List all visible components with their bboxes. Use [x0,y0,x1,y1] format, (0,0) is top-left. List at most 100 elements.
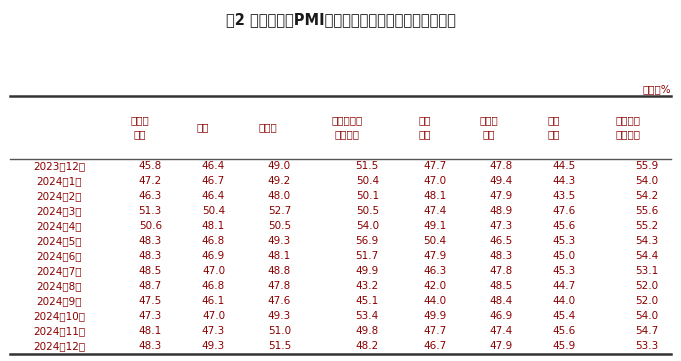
Text: 2024年8月: 2024年8月 [37,281,82,291]
Text: 47.7: 47.7 [423,161,446,171]
Text: 48.1: 48.1 [139,326,162,336]
Text: 51.7: 51.7 [355,251,379,261]
Text: 48.5: 48.5 [139,266,162,276]
Text: 47.3: 47.3 [139,311,162,321]
Text: 44.0: 44.0 [424,296,446,306]
Text: 52.0: 52.0 [635,296,658,306]
Text: 采购量: 采购量 [258,122,277,132]
Text: 48.9: 48.9 [489,206,512,216]
Text: 2024年12月: 2024年12月 [33,341,85,351]
Text: 2024年11月: 2024年11月 [33,326,85,336]
Text: 50.5: 50.5 [268,221,291,231]
Text: 55.6: 55.6 [635,206,658,216]
Text: 44.7: 44.7 [553,281,576,291]
Text: 45.9: 45.9 [553,341,576,351]
Text: 47.7: 47.7 [423,326,446,336]
Text: 46.5: 46.5 [489,236,512,246]
Text: 51.0: 51.0 [268,326,291,336]
Text: 2024年3月: 2024年3月 [37,206,82,216]
Text: 2024年7月: 2024年7月 [37,266,82,276]
Text: 48.7: 48.7 [139,281,162,291]
Text: 2023年12月: 2023年12月 [33,161,85,171]
Text: 46.1: 46.1 [202,296,225,306]
Text: 2024年5月: 2024年5月 [37,236,82,246]
Text: 45.4: 45.4 [553,311,576,321]
Text: 44.0: 44.0 [553,296,576,306]
Text: 46.7: 46.7 [202,176,225,186]
Text: 47.0: 47.0 [202,266,225,276]
Text: 47.9: 47.9 [489,191,512,201]
Text: 2024年10月: 2024年10月 [33,311,85,321]
Text: 52.0: 52.0 [635,281,658,291]
Text: 56.9: 56.9 [355,236,379,246]
Text: 43.2: 43.2 [355,281,379,291]
Text: 46.4: 46.4 [202,161,225,171]
Text: 48.1: 48.1 [423,191,446,201]
Text: 47.3: 47.3 [489,221,512,231]
Text: 49.9: 49.9 [423,311,446,321]
Text: 51.5: 51.5 [355,161,379,171]
Text: 48.3: 48.3 [139,251,162,261]
Text: 45.6: 45.6 [553,221,576,231]
Text: 45.8: 45.8 [139,161,162,171]
Text: 50.4: 50.4 [202,206,225,216]
Text: 48.3: 48.3 [489,251,512,261]
Text: 单位：%: 单位：% [642,84,671,94]
Text: 49.4: 49.4 [489,176,512,186]
Text: 45.0: 45.0 [553,251,576,261]
Text: 47.8: 47.8 [268,281,291,291]
Text: 55.9: 55.9 [635,161,658,171]
Text: 45.6: 45.6 [553,326,576,336]
Text: 54.3: 54.3 [635,236,658,246]
Text: 47.3: 47.3 [202,326,225,336]
Text: 46.7: 46.7 [423,341,446,351]
Text: 49.9: 49.9 [355,266,379,276]
Text: 生产经营
活动预期: 生产经营 活动预期 [616,116,641,139]
Text: 47.4: 47.4 [489,326,512,336]
Text: 53.3: 53.3 [635,341,658,351]
Text: 50.6: 50.6 [139,221,162,231]
Text: 54.0: 54.0 [355,221,379,231]
Text: 48.5: 48.5 [489,281,512,291]
Text: 2024年2月: 2024年2月 [37,191,82,201]
Text: 48.0: 48.0 [268,191,291,201]
Text: 47.6: 47.6 [553,206,576,216]
Text: 48.1: 48.1 [202,221,225,231]
Text: 51.5: 51.5 [268,341,291,351]
Text: 49.1: 49.1 [423,221,446,231]
Text: 45.1: 45.1 [355,296,379,306]
Text: 47.4: 47.4 [423,206,446,216]
Text: 46.9: 46.9 [202,251,225,261]
Text: 进口: 进口 [197,122,209,132]
Text: 45.3: 45.3 [553,266,576,276]
Text: 47.6: 47.6 [268,296,291,306]
Text: 主要原材料
购进价格: 主要原材料 购进价格 [331,116,362,139]
Text: 在手
订单: 在手 订单 [548,116,560,139]
Text: 49.3: 49.3 [202,341,225,351]
Text: 42.0: 42.0 [424,281,446,291]
Text: 50.4: 50.4 [355,176,379,186]
Text: 2024年6月: 2024年6月 [37,251,82,261]
Text: 48.3: 48.3 [139,236,162,246]
Text: 48.1: 48.1 [268,251,291,261]
Text: 2024年9月: 2024年9月 [37,296,82,306]
Text: 47.2: 47.2 [139,176,162,186]
Text: 47.5: 47.5 [139,296,162,306]
Text: 49.3: 49.3 [268,311,291,321]
Text: 48.8: 48.8 [268,266,291,276]
Text: 53.1: 53.1 [635,266,658,276]
Text: 54.7: 54.7 [635,326,658,336]
Text: 新出口
订单: 新出口 订单 [131,116,149,139]
Text: 53.4: 53.4 [355,311,379,321]
Text: 48.2: 48.2 [355,341,379,351]
Text: 2024年1月: 2024年1月 [37,176,82,186]
Text: 46.8: 46.8 [202,281,225,291]
Text: 52.7: 52.7 [268,206,291,216]
Text: 44.3: 44.3 [553,176,576,186]
Text: 43.5: 43.5 [553,191,576,201]
Text: 44.5: 44.5 [553,161,576,171]
Text: 50.5: 50.5 [355,206,379,216]
Text: 49.3: 49.3 [268,236,291,246]
Text: 54.0: 54.0 [635,311,658,321]
Text: 47.0: 47.0 [202,311,225,321]
